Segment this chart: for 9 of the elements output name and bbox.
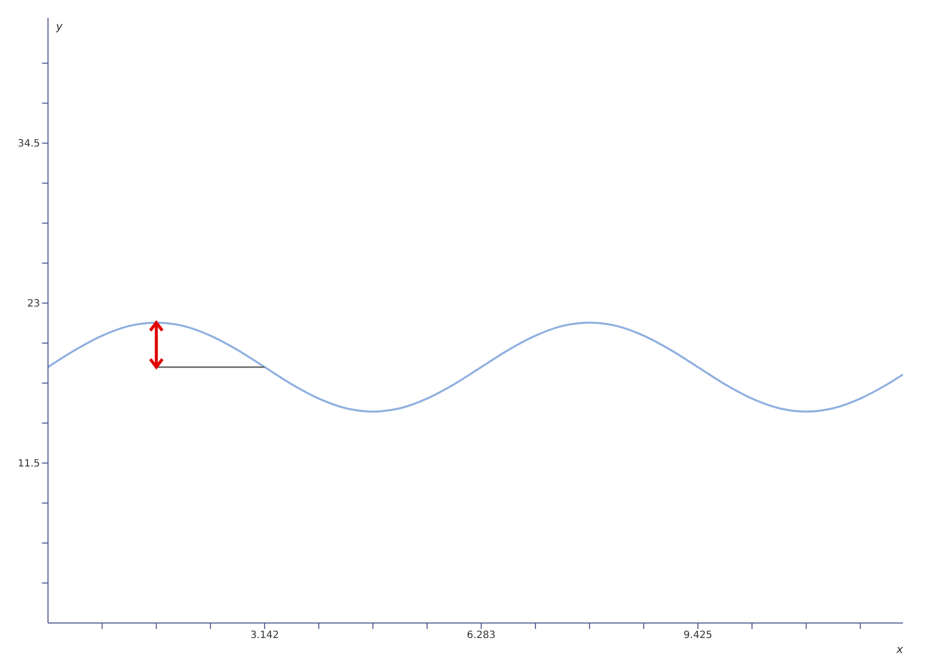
x-tick-label: 6.283	[466, 630, 496, 642]
y-tick-label: 34.5	[18, 138, 40, 150]
line-series	[48, 322, 903, 413]
y-tick-label: 11.5	[18, 458, 40, 470]
x-tick-label: 3.142	[250, 630, 279, 642]
x-axis-title: x	[895, 643, 904, 656]
y-axis-title: y	[55, 20, 63, 33]
y-tick-label: 23	[27, 298, 40, 310]
x-tick-label: 9.425	[684, 630, 712, 642]
